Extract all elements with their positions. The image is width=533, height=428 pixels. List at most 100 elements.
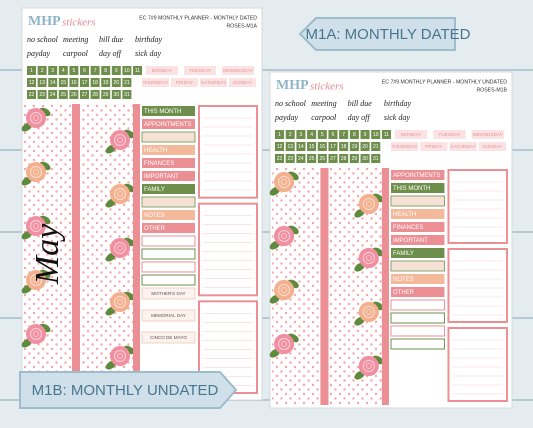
- date-number: 19: [103, 80, 109, 86]
- word-sticker: payday: [26, 49, 51, 58]
- day-box: [229, 78, 256, 87]
- date-square: [90, 78, 100, 87]
- date-number: 28: [341, 156, 347, 162]
- label-text: IMPORTANT: [144, 174, 179, 180]
- rose-center: [365, 308, 372, 316]
- day-name: FRIDAY: [176, 80, 194, 86]
- rose-center: [277, 337, 291, 351]
- day-box: [184, 66, 216, 75]
- floral-label: [390, 260, 445, 272]
- rose: [26, 162, 46, 182]
- word-sticker: birthday: [135, 35, 163, 44]
- date-number: 2: [289, 132, 292, 138]
- word-sticker: sick day: [384, 113, 410, 122]
- date-square: [381, 130, 391, 139]
- rose-center: [29, 165, 43, 179]
- note-box: [198, 202, 258, 297]
- label-sticker: [142, 145, 195, 155]
- label-sticker: [391, 287, 445, 297]
- day-name: THURSDAY: [142, 80, 169, 86]
- sheet-header: EC 7#9 MONTHLY PLANNER - MONTHLY UNDATED: [382, 79, 507, 85]
- pink-strip: [320, 168, 329, 405]
- date-number: 23: [287, 156, 293, 162]
- holiday-sticker: [141, 309, 196, 322]
- day-name: MONDAY: [401, 132, 422, 138]
- date-number: 15: [309, 144, 315, 150]
- date-square: [275, 142, 285, 151]
- label-text: OTHER: [144, 226, 166, 232]
- date-square: [111, 90, 121, 99]
- word-sticker: no school: [27, 35, 59, 44]
- note-box: [447, 169, 508, 244]
- rose-center: [362, 305, 375, 319]
- rose: [358, 301, 379, 323]
- day-box: [433, 130, 466, 139]
- date-square: [371, 142, 381, 151]
- rose-center: [281, 232, 288, 240]
- date-number: 27: [82, 92, 88, 98]
- day-box: [391, 142, 419, 151]
- logo-brand: MHP: [28, 14, 61, 29]
- blank-sticker: [390, 338, 445, 350]
- date-number: 20: [362, 144, 368, 150]
- tag-b: M1B: MONTHLY UNDATED: [19, 371, 238, 409]
- rose-center: [365, 200, 372, 208]
- blank-sticker: [390, 299, 445, 311]
- date-square: [339, 130, 349, 139]
- date-number: 31: [124, 92, 130, 98]
- rose: [110, 292, 130, 312]
- date-number: 22: [29, 92, 35, 98]
- date-number: 18: [341, 144, 347, 150]
- date-number: 5: [73, 68, 76, 74]
- label-text: FAMILY: [393, 251, 414, 257]
- rose-center: [362, 251, 375, 265]
- date-square: [37, 90, 47, 99]
- date-number: 31: [373, 156, 379, 162]
- date-square: [90, 66, 100, 75]
- label-text: FAMILY: [144, 187, 165, 193]
- day-name: THURSDAY: [392, 144, 419, 150]
- label-sticker: [142, 106, 195, 116]
- rose-center: [33, 169, 39, 175]
- date-number: 2: [41, 68, 44, 74]
- rose-center: [362, 359, 375, 373]
- label-sticker: [391, 235, 445, 245]
- rose-center: [113, 349, 127, 363]
- rose-center: [113, 133, 127, 147]
- label-sticker: [142, 223, 195, 233]
- word-sticker: bill due: [348, 99, 373, 108]
- day-name: TUESDAY: [438, 132, 461, 138]
- rose: [110, 238, 130, 258]
- date-number: 4: [310, 132, 313, 138]
- date-square: [275, 130, 285, 139]
- date-square: [101, 66, 111, 75]
- date-square: [317, 142, 327, 151]
- date-square: [37, 66, 47, 75]
- date-number: 26: [71, 92, 77, 98]
- date-number: 9: [115, 68, 118, 74]
- date-square: [296, 142, 306, 151]
- date-number: 26: [320, 156, 326, 162]
- date-square: [27, 66, 36, 75]
- date-number: 10: [124, 68, 130, 74]
- tag-text: M1A: MONTHLY DATED: [305, 26, 470, 43]
- date-number: 17: [82, 80, 88, 86]
- date-number: 1: [278, 132, 281, 138]
- rose: [110, 346, 130, 366]
- rose-center: [117, 137, 123, 143]
- word-sticker: payday: [274, 113, 299, 122]
- holiday-text: MOTHER'S DAY: [151, 291, 185, 296]
- tag-text: M1B: MONTHLY UNDATED: [32, 382, 219, 399]
- sheet-header: EC 7#9 MONTHLY PLANNER - MONTHLY DATED: [139, 15, 257, 21]
- label-sticker: [142, 184, 195, 194]
- holiday-sticker: [141, 331, 196, 344]
- day-name: FRIDAY: [425, 144, 443, 150]
- label-sticker: [391, 209, 445, 219]
- date-number: 30: [114, 92, 120, 98]
- date-number: 18: [92, 80, 98, 86]
- date-number: 8: [104, 68, 107, 74]
- date-square: [111, 66, 121, 75]
- day-box: [142, 78, 169, 87]
- day-box: [420, 142, 448, 151]
